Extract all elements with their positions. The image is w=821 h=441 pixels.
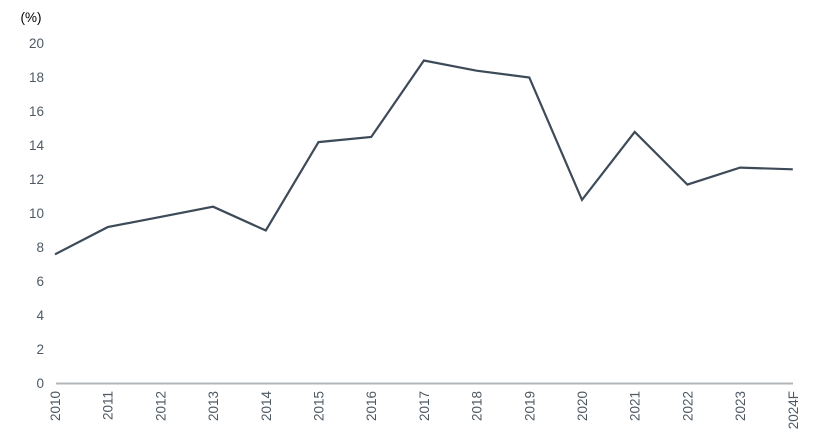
x-tick-label: 2023 xyxy=(733,391,748,421)
x-tick-label: 2010 xyxy=(48,391,63,421)
y-tick-label: 14 xyxy=(29,138,45,153)
y-tick-label: 20 xyxy=(29,36,44,51)
x-axis-tick-labels: 2010 2011 2012 2013 2014 2015 2016 2017 2018 2019… xyxy=(48,391,801,430)
y-tick-label: 2 xyxy=(36,342,44,357)
y-tick-label: 12 xyxy=(29,172,44,187)
y-tick-label: 18 xyxy=(29,70,44,85)
x-tick-label: 2012 xyxy=(153,391,168,421)
x-tick-label: 2024F xyxy=(786,391,801,429)
y-axis-tick-labels: 0 2 4 6 8 10 12 14 16 18 20 xyxy=(29,36,45,391)
y-tick-label: 10 xyxy=(29,206,44,221)
x-tick-label: 2014 xyxy=(259,391,274,422)
x-tick-label: 2016 xyxy=(364,391,379,421)
y-tick-label: 0 xyxy=(36,376,44,391)
y-tick-label: 6 xyxy=(36,274,44,289)
y-axis-unit-label: (%) xyxy=(21,10,42,25)
x-tick-label: 2022 xyxy=(680,391,695,421)
x-tick-label: 2011 xyxy=(101,391,116,420)
data-series xyxy=(54,59,793,256)
y-tick-label: 8 xyxy=(36,240,44,255)
x-tick-label: 2013 xyxy=(206,391,221,421)
x-tick-label: 2019 xyxy=(522,391,537,421)
x-tick-label: 2015 xyxy=(312,391,327,421)
x-tick-label: 2018 xyxy=(470,391,485,421)
y-tick-label: 4 xyxy=(36,308,44,323)
x-tick-label: 2021 xyxy=(628,391,643,421)
x-tick-label: 2020 xyxy=(575,391,590,421)
series-line xyxy=(54,59,793,256)
x-tick-label: 2017 xyxy=(417,391,432,421)
y-tick-label: 16 xyxy=(29,104,44,119)
